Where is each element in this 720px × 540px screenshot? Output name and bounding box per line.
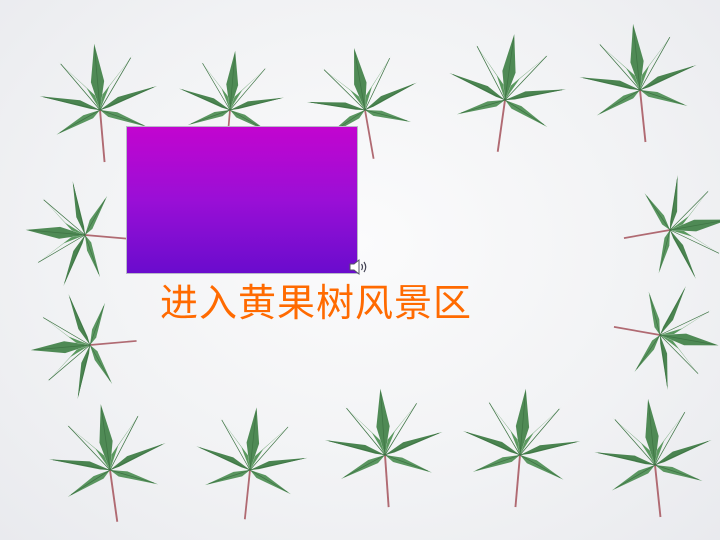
maple-leaf-icon — [188, 400, 313, 526]
maple-leaf-icon — [20, 176, 138, 293]
maple-leaf-icon — [573, 16, 705, 150]
maple-leaf-icon — [613, 166, 720, 291]
maple-leaf-icon — [41, 394, 177, 531]
maple-leaf-icon — [455, 382, 586, 514]
enter-scenic-area-link[interactable]: 进入黄果树风景区 — [160, 281, 473, 325]
maple-leaf-icon — [603, 274, 720, 399]
maple-leaf-icon — [25, 287, 143, 404]
maple-leaf-icon — [438, 24, 574, 161]
maple-leaf-icon — [320, 383, 449, 513]
maple-leaf-icon — [588, 391, 720, 525]
speaker-icon[interactable] — [348, 257, 370, 277]
media-placeholder-box[interactable] — [126, 126, 358, 274]
